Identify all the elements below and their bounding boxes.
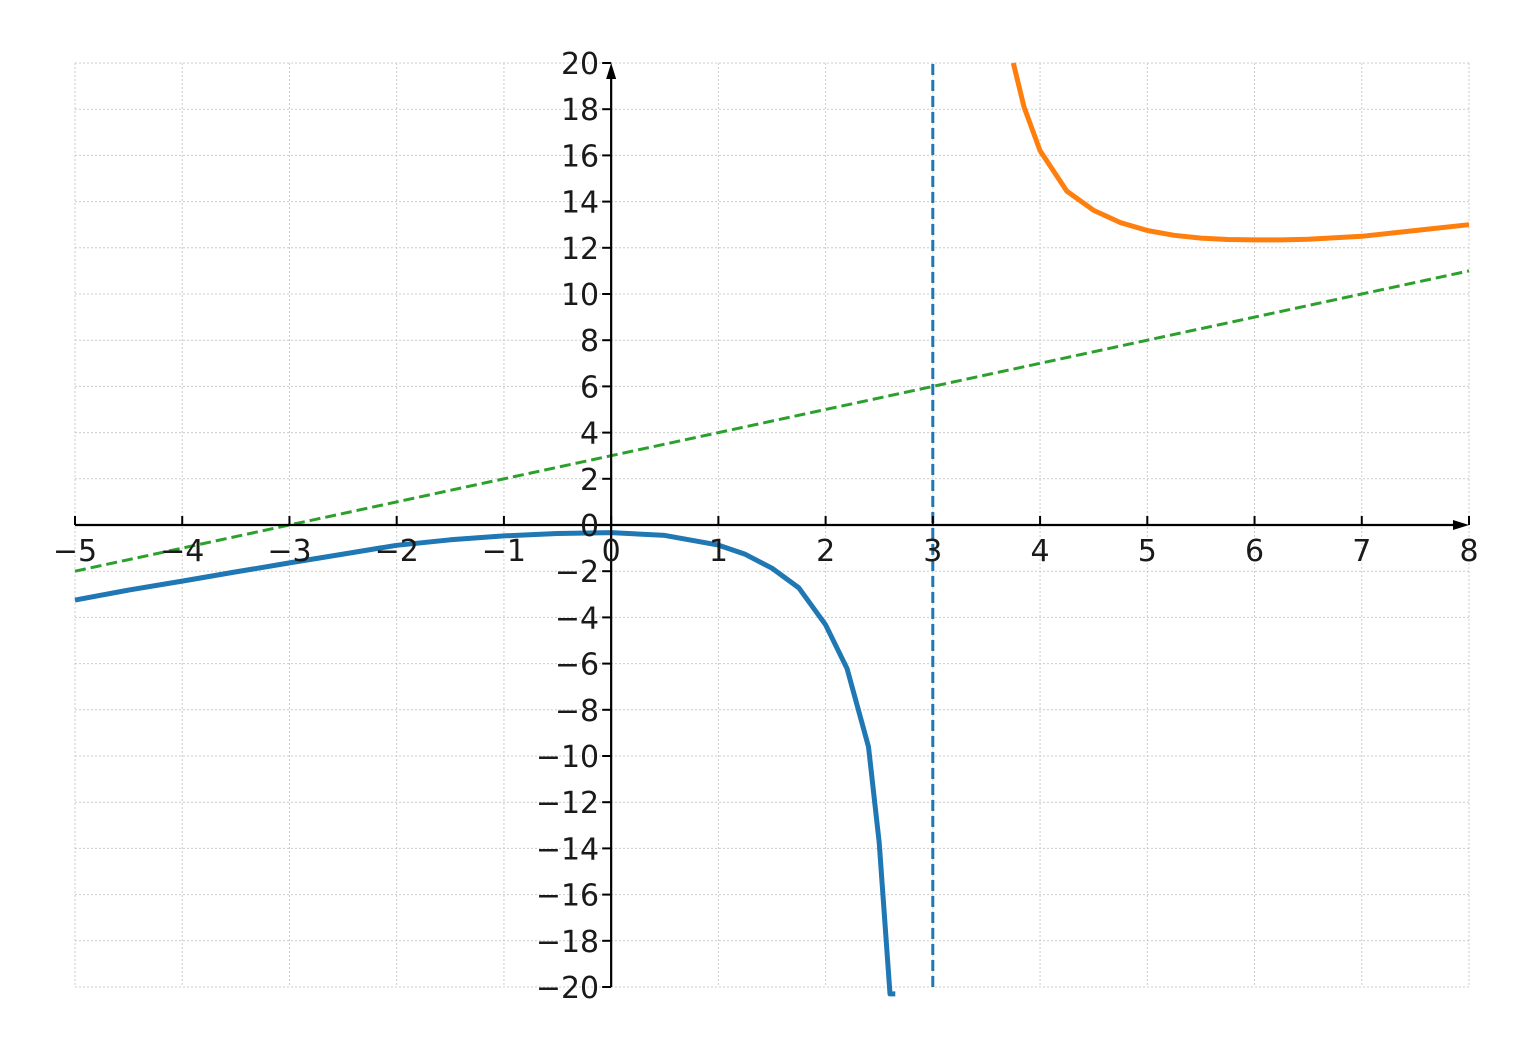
- series-line-1: [1010, 62, 1470, 243]
- y-tick-label-15: 10: [561, 278, 599, 313]
- axes: [74, 62, 1470, 988]
- y-tick-label-6: −8: [555, 694, 599, 729]
- x-tick-label-9: 4: [1031, 534, 1050, 569]
- x-tick-label-7: 2: [816, 534, 835, 569]
- y-axis-arrow: [606, 63, 617, 79]
- y-tick-label-18: 16: [561, 139, 599, 174]
- x-tick-label-0: −5: [53, 534, 97, 569]
- y-tick-label-8: −4: [555, 601, 599, 636]
- y-tick-label-16: 12: [561, 232, 599, 267]
- y-tick-label-2: −16: [536, 879, 599, 914]
- x-tick-label-11: 6: [1245, 534, 1264, 569]
- x-tick-label-12: 7: [1352, 534, 1371, 569]
- x-tick-label-13: 8: [1459, 534, 1478, 569]
- y-tick-label-14: 8: [580, 324, 599, 359]
- x-tick-label-10: 5: [1138, 534, 1157, 569]
- x-tick-label-6: 1: [709, 534, 728, 569]
- y-tick-label-13: 6: [580, 370, 599, 405]
- y-tick-label-5: −10: [536, 740, 599, 775]
- x-tick-label-1: −4: [160, 534, 204, 569]
- x-tick-label-3: −2: [375, 534, 419, 569]
- y-tick-label-12: 4: [580, 417, 599, 452]
- y-tick-label-4: −12: [536, 786, 599, 821]
- x-tick-label-8: 3: [923, 534, 942, 569]
- y-tick-label-7: −6: [555, 648, 599, 683]
- y-tick-label-1: −18: [536, 925, 599, 960]
- y-tick-label-9: −2: [555, 555, 599, 590]
- x-tick-label-5: 0: [602, 534, 621, 569]
- x-axis-arrow: [1453, 520, 1469, 530]
- y-tick-label-17: 14: [561, 186, 599, 221]
- series-line-0: [74, 530, 896, 997]
- series-line-2: [74, 269, 1470, 573]
- tick-labels: −5 −4 −3 −2 −1 0 1 2 3 4 5 6 7 8−20−18−16−14−12−10−8−…: [53, 47, 1479, 1006]
- plot-series: [74, 62, 1470, 997]
- y-tick-label-0: −20: [536, 971, 599, 1006]
- x-tick-label-2: −3: [267, 534, 311, 569]
- y-tick-label-3: −14: [536, 832, 599, 867]
- x-tick-label-4: −1: [482, 534, 526, 569]
- y-tick-label-20: 20: [561, 47, 599, 82]
- y-tick-label-19: 18: [561, 93, 599, 128]
- y-tick-label-10: 0: [580, 509, 599, 544]
- y-tick-label-11: 2: [580, 463, 599, 498]
